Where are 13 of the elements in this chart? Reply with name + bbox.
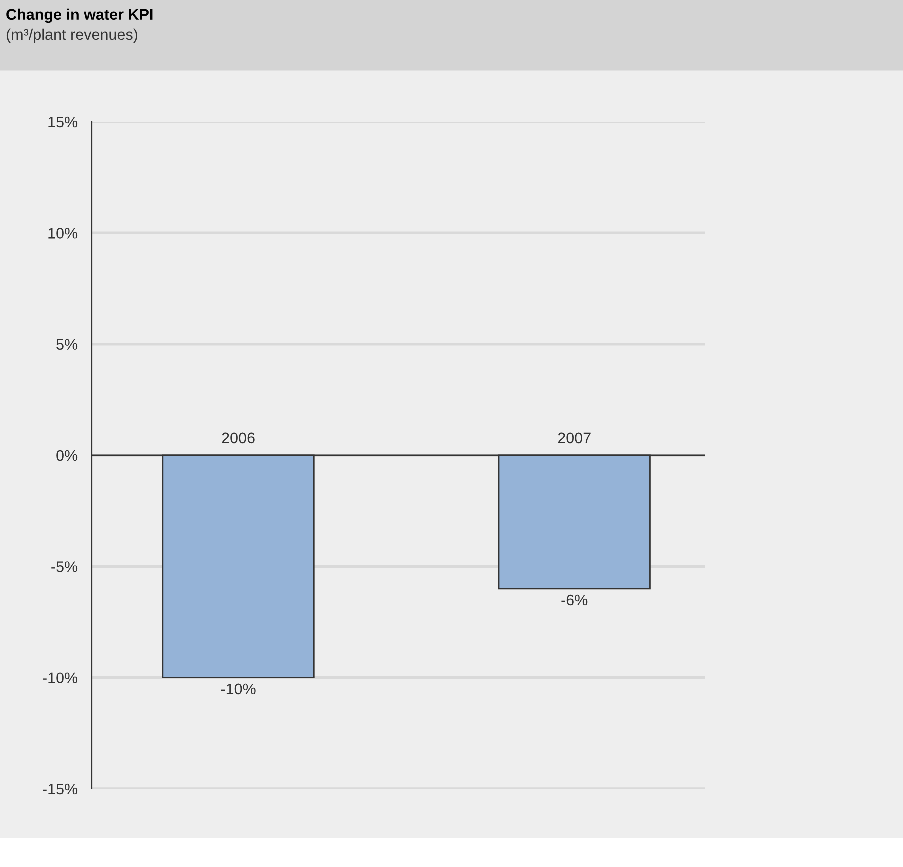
y-tick-label: 5% [56,339,78,350]
y-tick-label: -5% [52,562,78,572]
data-label: -6% [562,594,588,606]
y-tick-label: 15% [48,116,78,128]
x-tick-label: 2006 [222,432,255,444]
chart-subtitle: (m³/plant revenues) [6,28,138,44]
y-tick-label: -15% [43,784,78,795]
y-tick-label: 0% [56,450,78,462]
y-tick-label: -10% [43,672,78,684]
data-label: -10% [221,684,256,695]
y-tick-label: 10% [48,228,78,239]
chart-title: Change in water KPI [6,8,153,24]
x-tick-label: 2007 [558,432,591,444]
